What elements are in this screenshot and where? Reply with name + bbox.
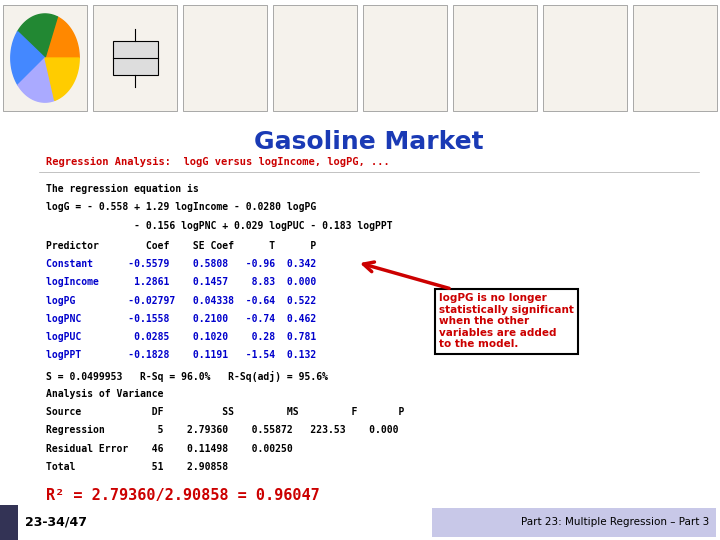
Text: logG = - 0.558 + 1.29 logIncome - 0.0280 logPG: logG = - 0.558 + 1.29 logIncome - 0.0280… [46,202,316,212]
Polygon shape [45,17,79,58]
Text: Total             51    2.90858: Total 51 2.90858 [46,462,228,472]
Bar [112,40,158,76]
Text: Regression         5    2.79360    0.55872   223.53    0.000: Regression 5 2.79360 0.55872 223.53 0.00… [46,426,399,435]
Text: R² = 2.79360/2.90858 = 0.96047: R² = 2.79360/2.90858 = 0.96047 [46,488,320,503]
Text: logPPT        -0.1828    0.1191   -1.54  0.132: logPPT -0.1828 0.1191 -1.54 0.132 [46,350,316,360]
Text: logPG is no longer
statistically significant
when the other
variables are added
: logPG is no longer statistically signifi… [439,293,574,349]
FancyBboxPatch shape [273,5,357,111]
FancyBboxPatch shape [93,5,177,111]
Text: Predictor        Coef    SE Coef      T      P: Predictor Coef SE Coef T P [46,241,316,251]
Text: Analysis of Variance: Analysis of Variance [46,389,163,399]
Text: logPG         -0.02797   0.04338  -0.64  0.522: logPG -0.02797 0.04338 -0.64 0.522 [46,295,316,306]
Text: Gasoline Market: Gasoline Market [254,130,484,154]
Text: Constant      -0.5579    0.5808   -0.96  0.342: Constant -0.5579 0.5808 -0.96 0.342 [46,259,316,269]
Polygon shape [45,58,79,100]
Text: logIncome      1.2861    0.1457    8.83  0.000: logIncome 1.2861 0.1457 8.83 0.000 [46,278,316,287]
Bar [0,505,18,540]
FancyBboxPatch shape [543,5,627,111]
Text: 23-34/47: 23-34/47 [25,516,87,529]
Text: logPUC         0.0285    0.1020    0.28  0.781: logPUC 0.0285 0.1020 0.28 0.781 [46,332,316,342]
Text: logPNC        -0.1558    0.2100   -0.74  0.462: logPNC -0.1558 0.2100 -0.74 0.462 [46,314,316,324]
FancyBboxPatch shape [453,5,537,111]
Polygon shape [11,32,45,85]
Text: The regression equation is: The regression equation is [46,184,199,194]
Text: - 0.156 logPNC + 0.029 logPUC - 0.183 logPPT: - 0.156 logPNC + 0.029 logPUC - 0.183 lo… [46,221,392,231]
Text: Source            DF          SS         MS         F       P: Source DF SS MS F P [46,407,405,417]
Text: Part 23: Multiple Regression – Part 3: Part 23: Multiple Regression – Part 3 [521,517,709,528]
Text: Regression Analysis:  logG versus logIncome, logPG, ...: Regression Analysis: logG versus logInco… [46,157,390,167]
Text: Residual Error    46    0.11498    0.00250: Residual Error 46 0.11498 0.00250 [46,444,293,454]
FancyBboxPatch shape [3,5,87,111]
Text: S = 0.0499953   R-Sq = 96.0%   R-Sq(adj) = 95.6%: S = 0.0499953 R-Sq = 96.0% R-Sq(adj) = 9… [46,370,328,382]
FancyBboxPatch shape [363,5,447,111]
FancyBboxPatch shape [183,5,267,111]
Polygon shape [17,14,58,58]
Polygon shape [18,58,55,102]
Bar [432,508,716,537]
FancyBboxPatch shape [633,5,717,111]
